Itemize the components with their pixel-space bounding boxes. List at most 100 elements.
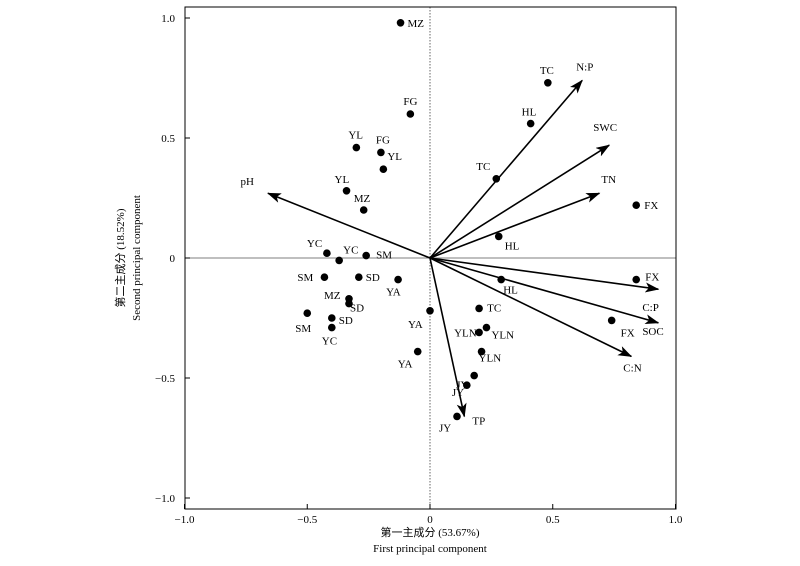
vector-c-n xyxy=(429,257,633,358)
point-label: YLN xyxy=(491,330,514,342)
vector-soc xyxy=(429,257,660,325)
y-tick-label: 1.0 xyxy=(161,13,175,25)
y-axis-title-en: Second principal component xyxy=(131,195,143,321)
sample-point xyxy=(492,175,501,183)
sample-point xyxy=(352,143,361,152)
y-axis-title-cn: 第二主成分 (18.52%) xyxy=(113,208,127,307)
sample-point xyxy=(475,304,483,313)
point-label: FX xyxy=(644,200,658,212)
sample-point xyxy=(544,79,552,87)
vector-label: C:N xyxy=(623,362,641,374)
sample-point xyxy=(394,275,402,284)
point-label: HL xyxy=(522,107,537,119)
point-label: MZ xyxy=(408,18,425,30)
point-label: YL xyxy=(387,151,402,163)
point-label: TC xyxy=(487,302,501,314)
point-label: YA xyxy=(386,287,401,299)
x-tick-label: −0.5 xyxy=(297,514,317,526)
point-label: HL xyxy=(503,285,518,297)
point-label: JY xyxy=(452,387,464,399)
point-label: YA xyxy=(398,359,413,371)
point-label: FG xyxy=(376,134,390,146)
vector-label: SWC xyxy=(593,122,617,134)
vector-label: TN xyxy=(601,174,616,186)
point-label: MZ xyxy=(354,193,371,205)
loading-vectors: pH N:P SWC TN C:P SOC C:N TP xyxy=(241,61,664,427)
sample-point xyxy=(482,323,491,332)
sample-point xyxy=(526,119,535,128)
point-label: FX xyxy=(645,272,659,284)
sample-point xyxy=(362,251,370,260)
point-label: SD xyxy=(339,315,353,327)
point-label: FX xyxy=(621,327,635,339)
sample-points: MZ TC FG HL YL FG YL TC YL MZ FX HL YC YC SM SM SD YA FX HL… xyxy=(295,18,659,435)
x-tick-label: 0 xyxy=(427,514,433,526)
point-label: YLN xyxy=(479,353,502,365)
point-label: YL xyxy=(335,174,350,186)
point-label: HL xyxy=(505,240,520,252)
point-label: YL xyxy=(348,130,363,142)
sample-point xyxy=(453,412,461,421)
sample-point xyxy=(607,316,616,325)
sample-point xyxy=(355,273,363,282)
point-label: FG xyxy=(403,96,417,108)
sample-point xyxy=(359,206,368,214)
y-axis-ticks: 1.0 0.5 0 −0.5 −1.0 xyxy=(155,13,190,505)
point-label: SM xyxy=(297,272,313,284)
sample-point xyxy=(632,275,641,284)
sample-point xyxy=(320,273,329,282)
sample-point xyxy=(413,347,422,356)
vector-tp xyxy=(429,257,467,418)
sample-point xyxy=(345,299,353,308)
sample-point xyxy=(303,309,312,318)
x-tick-label: 1.0 xyxy=(669,514,683,526)
vector-label: SOC xyxy=(642,326,663,338)
point-label: SM xyxy=(295,323,311,335)
sample-point xyxy=(406,110,415,118)
sample-point xyxy=(477,347,486,356)
vector-ph xyxy=(267,192,431,259)
sample-point xyxy=(470,371,478,380)
sample-point xyxy=(463,381,471,390)
sample-point xyxy=(342,187,351,195)
point-label: TC xyxy=(540,65,554,77)
vector-c-p xyxy=(429,257,660,293)
sample-point xyxy=(494,232,503,241)
sample-point xyxy=(328,323,336,332)
sample-point xyxy=(335,256,343,265)
vector-tn xyxy=(429,192,601,259)
sample-point xyxy=(632,201,641,209)
vector-label: N:P xyxy=(576,61,593,73)
vector-swc xyxy=(429,144,611,259)
point-label: YC xyxy=(307,238,322,250)
x-axis-title-en: First principal component xyxy=(373,543,487,555)
y-tick-label: 0.5 xyxy=(161,133,175,145)
x-axis-ticks: −1.0 −0.5 0 0.5 1.0 xyxy=(175,504,683,526)
point-label: YC xyxy=(322,336,337,348)
vector-label: C:P xyxy=(642,302,659,314)
y-tick-label: −0.5 xyxy=(155,373,175,385)
point-label: TC xyxy=(476,161,490,173)
sample-point xyxy=(377,148,385,157)
sample-point xyxy=(396,19,405,27)
sample-point xyxy=(475,328,483,337)
sample-point xyxy=(328,314,336,322)
vector-label: TP xyxy=(472,415,485,427)
point-label: YC xyxy=(343,244,358,256)
y-tick-label: −1.0 xyxy=(155,493,175,505)
point-label: SM xyxy=(376,250,392,262)
point-label: MZ xyxy=(324,290,341,302)
sample-point xyxy=(497,275,505,284)
sample-point xyxy=(379,165,388,173)
x-tick-label: 0.5 xyxy=(546,514,560,526)
sample-point xyxy=(426,307,434,315)
x-tick-label: −1.0 xyxy=(175,514,195,526)
point-label: YA xyxy=(408,319,423,331)
vector-n-p xyxy=(429,79,583,259)
sample-point xyxy=(323,249,331,257)
y-tick-label: 0 xyxy=(170,253,176,265)
vector-label: pH xyxy=(241,176,255,188)
x-axis-title-cn: 第一主成分 (53.67%) xyxy=(381,525,480,539)
point-label: SD xyxy=(350,303,364,315)
